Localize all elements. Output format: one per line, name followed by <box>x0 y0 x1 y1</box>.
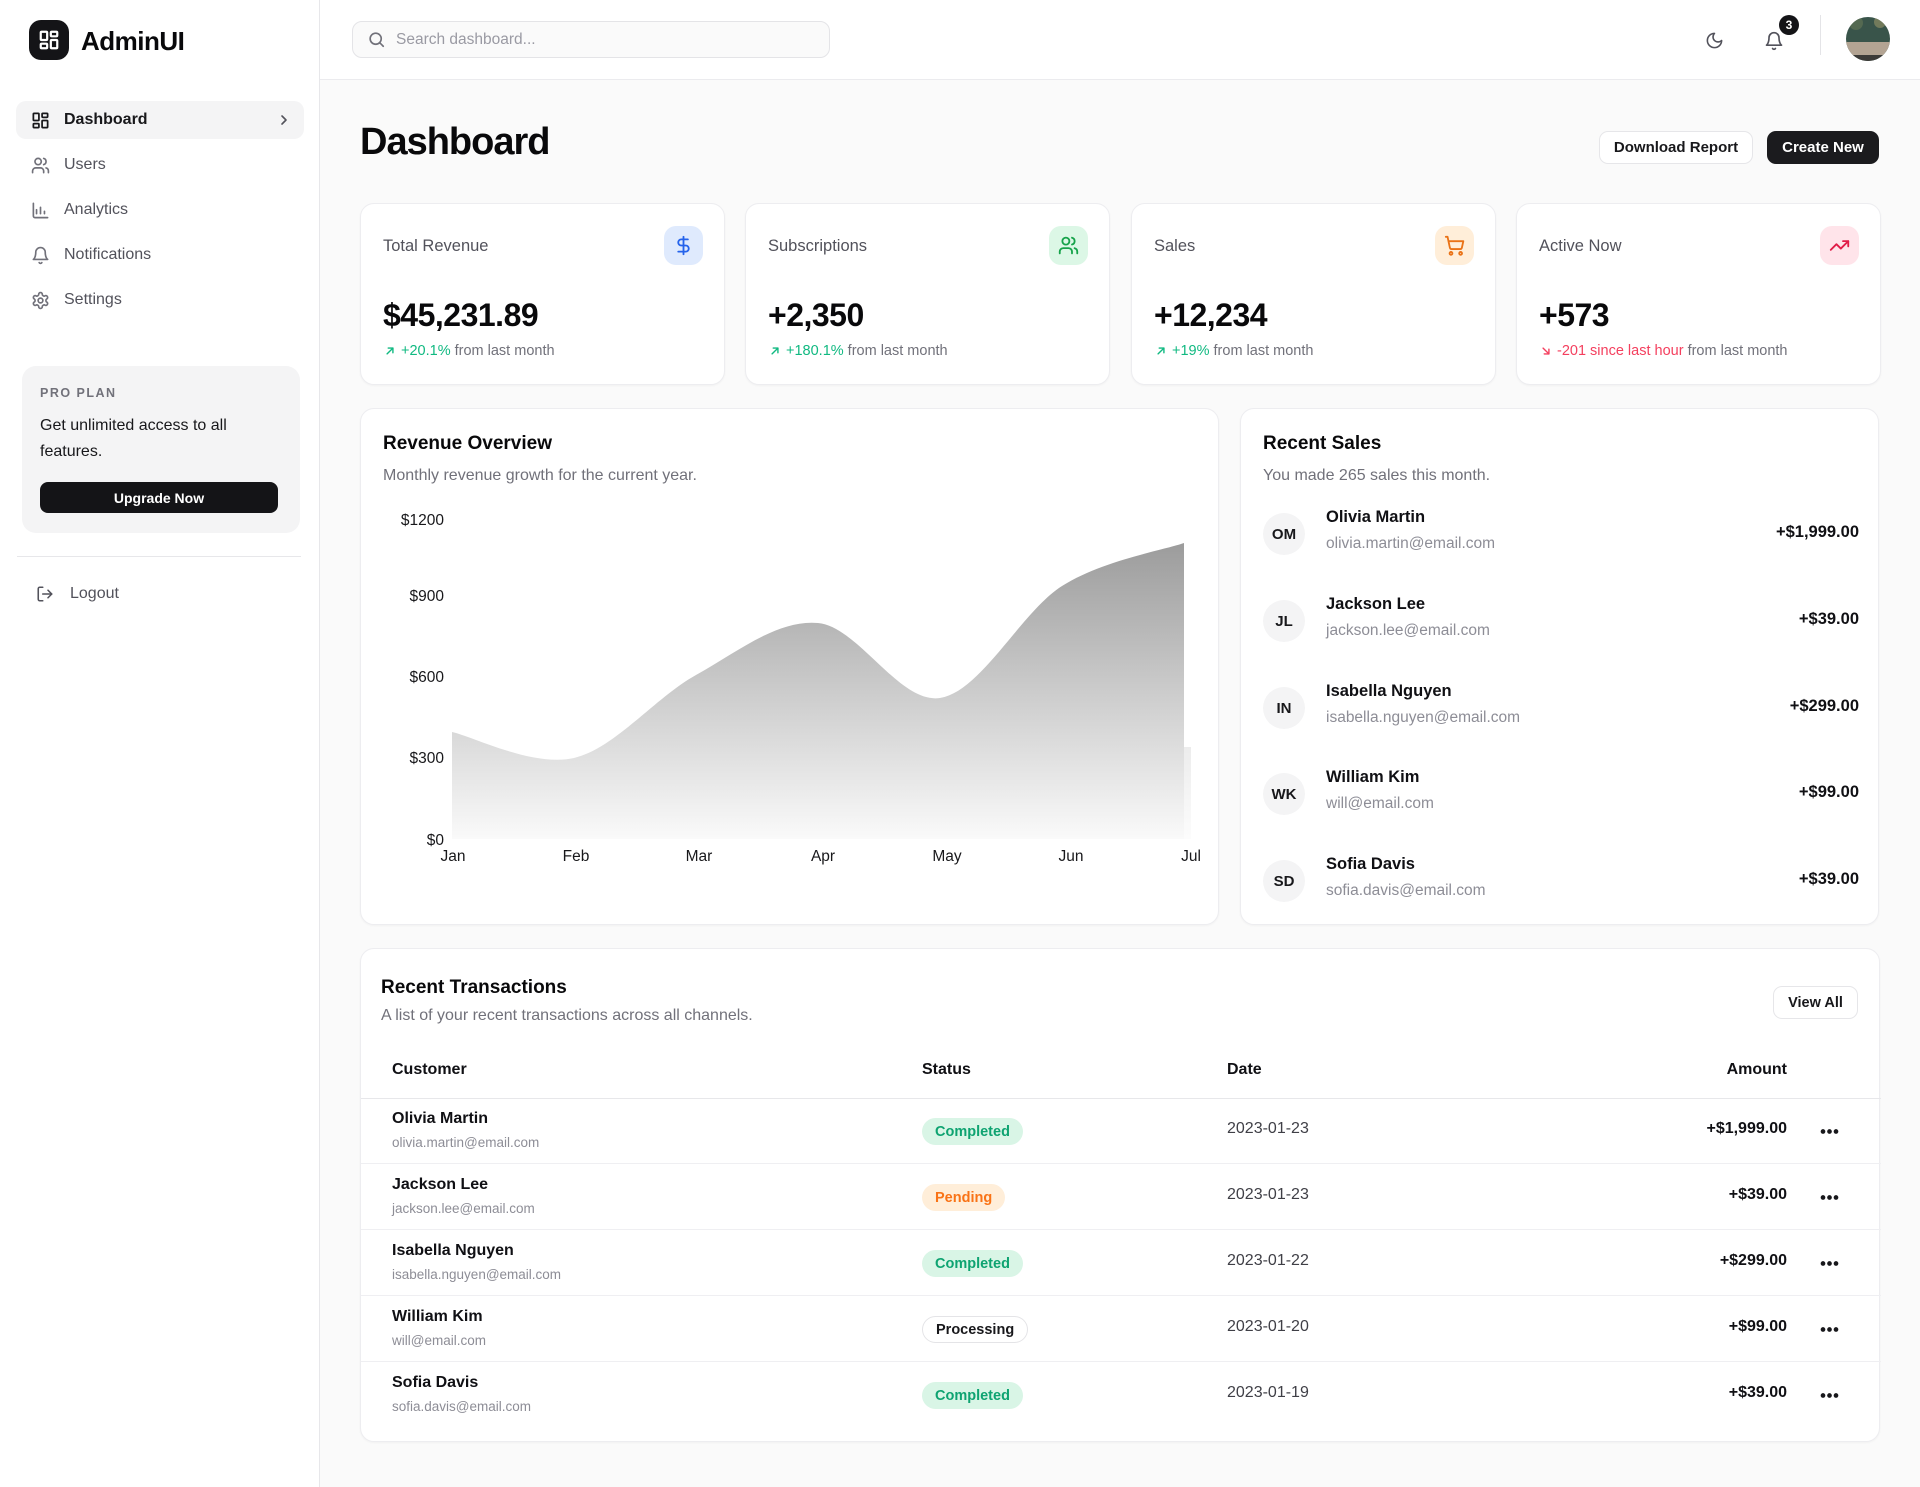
svg-text:Feb: Feb <box>563 848 590 865</box>
svg-text:Jul: Jul <box>1181 848 1201 865</box>
svg-text:$300: $300 <box>410 750 445 767</box>
svg-text:May: May <box>932 848 962 865</box>
svg-text:Jun: Jun <box>1059 848 1084 865</box>
svg-text:Apr: Apr <box>811 848 835 865</box>
svg-text:Jan: Jan <box>441 848 466 865</box>
svg-text:$0: $0 <box>427 832 445 849</box>
svg-text:$600: $600 <box>410 669 445 686</box>
svg-text:$1200: $1200 <box>401 512 444 529</box>
svg-text:Mar: Mar <box>686 848 713 865</box>
svg-text:$900: $900 <box>410 588 445 605</box>
